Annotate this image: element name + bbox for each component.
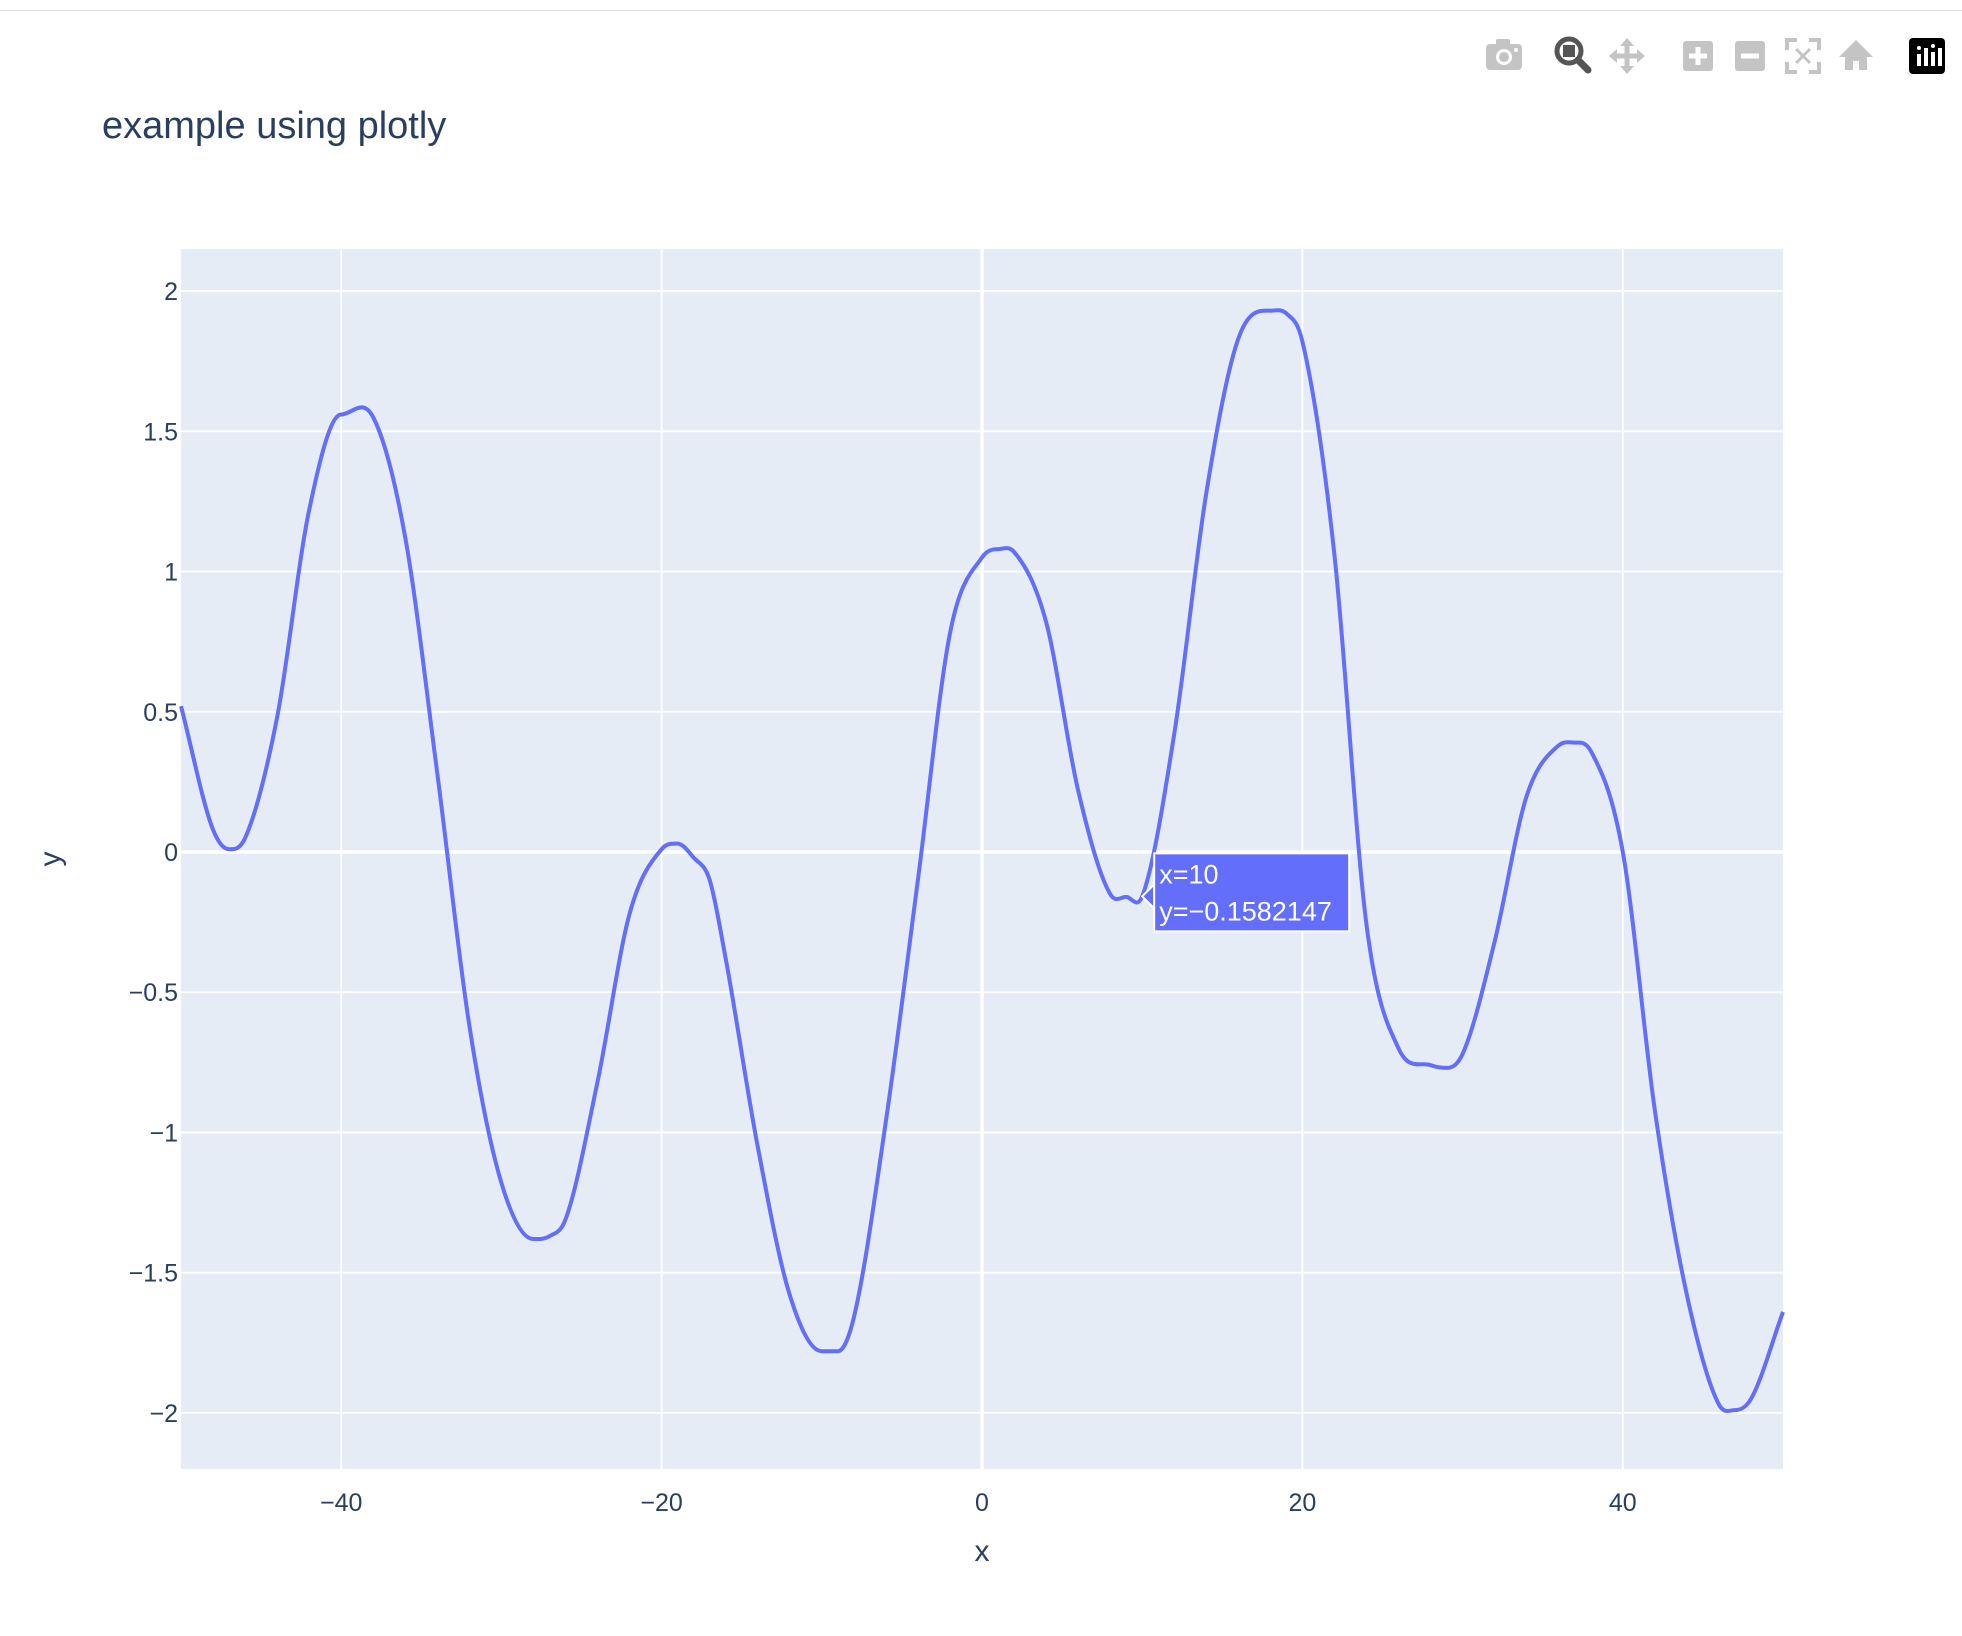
- hover-tooltip: x=10 y=−0.1582147: [1140, 852, 1351, 933]
- plotly-logo-icon[interactable]: [1909, 38, 1945, 74]
- hover-tooltip-y: y=−0.1582147: [1159, 896, 1332, 926]
- top-divider: [0, 10, 1962, 11]
- y-tick-label: −2: [149, 1400, 178, 1428]
- series-group: [179, 308, 1785, 1414]
- modebar: [1486, 36, 1945, 74]
- x-tick-label: 40: [1609, 1489, 1637, 1517]
- y-tick-labels: −2 −1.5 −1 −0.5 0 0.5 1 1.5 2: [129, 278, 178, 1428]
- x-tick-label: −40: [320, 1489, 362, 1517]
- x-tick-label: −20: [640, 1489, 682, 1517]
- zoom-out-icon[interactable]: [1735, 41, 1765, 71]
- y-tick-label: −1: [149, 1119, 178, 1147]
- camera-icon[interactable]: [1486, 39, 1522, 70]
- hover-tooltip-box: [1153, 852, 1351, 933]
- x-tick-labels: −40 −20 0 20 40: [320, 1489, 1637, 1517]
- x-tick-label: 0: [975, 1489, 989, 1517]
- x-axis-title: x: [975, 1535, 990, 1568]
- y-tick-label: 0.5: [143, 699, 178, 727]
- reset-axes-icon[interactable]: [1839, 40, 1873, 70]
- y-tick-label: 2: [164, 278, 178, 306]
- y-tick-label: −0.5: [129, 979, 178, 1007]
- chart-title: example using plotly: [102, 105, 446, 147]
- y-axis-title: y: [34, 852, 67, 867]
- series-line[interactable]: [179, 308, 1785, 1414]
- y-tick-label: 0: [164, 839, 178, 867]
- hover-tooltip-x: x=10: [1159, 859, 1218, 889]
- y-tick-label: 1.5: [143, 418, 178, 446]
- y-tick-label: 1: [164, 559, 178, 587]
- autoscale-icon[interactable]: [1785, 38, 1821, 74]
- zoom-in-icon[interactable]: [1683, 41, 1713, 71]
- x-tick-label: 20: [1288, 1489, 1316, 1517]
- y-tick-label: −1.5: [129, 1260, 178, 1288]
- pan-icon[interactable]: [1609, 38, 1645, 74]
- zoom-icon[interactable]: [1554, 36, 1592, 74]
